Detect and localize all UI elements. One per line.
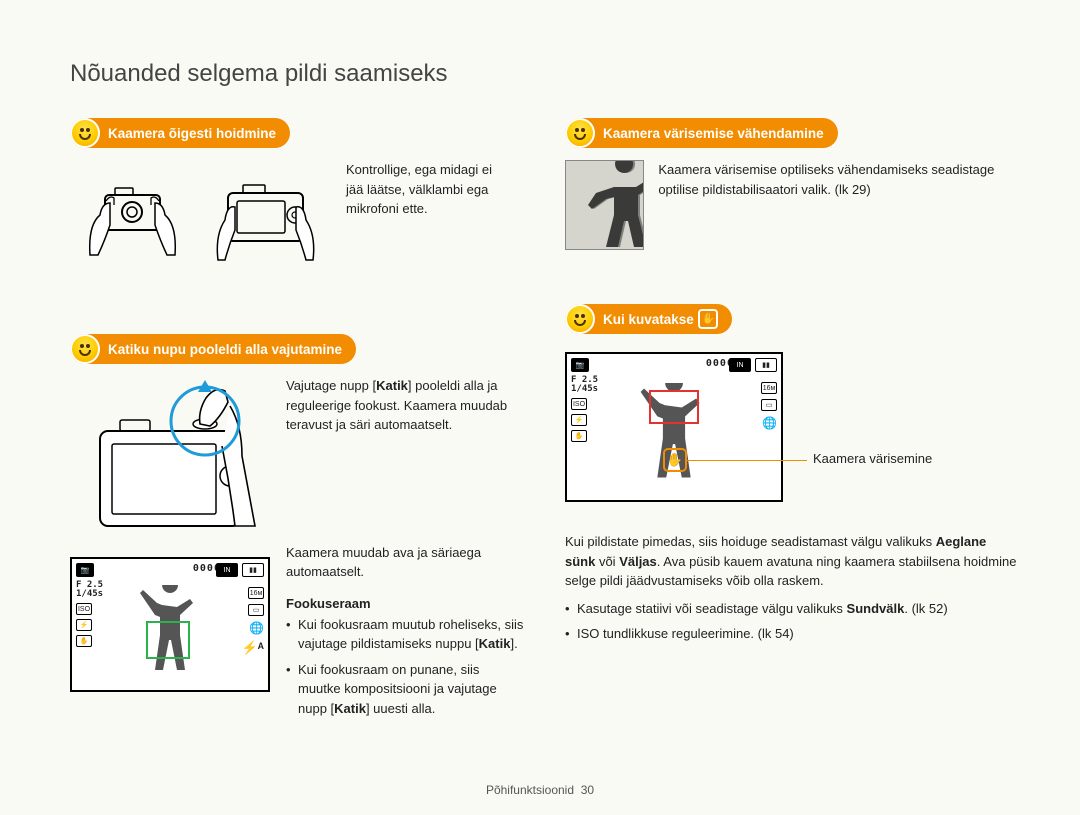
section4-lcd: 📷 F 2.5 1/45s ISO ⚡ ✋ 00001 IN ▮▮ 16м ▭ <box>565 352 783 502</box>
section4-bullets: Kasutage statiivi või seadistage välgu v… <box>565 599 1020 644</box>
shake-hand-icon <box>698 309 718 329</box>
battery-icon: ▮▮ <box>755 358 777 372</box>
left-column: Kaamera õigesti hoidmine <box>70 118 525 724</box>
shutter-speed: 1/45s <box>76 589 103 599</box>
camera-grip-illustration <box>203 165 328 275</box>
section1-badge: Kaamera õigesti hoidmine <box>70 118 290 148</box>
section1-text: Kontrollige, ega midagi ei jää läätse, v… <box>346 160 496 219</box>
focus-frame-green <box>146 621 190 659</box>
lcd-top-right: IN ▮▮ <box>216 563 264 577</box>
quality-icon: ▭ <box>248 604 264 616</box>
card-icon: IN <box>216 563 238 577</box>
smiley-icon <box>565 304 595 334</box>
section3-row: Kaamera värisemise optiliseks vähendamis… <box>565 160 1020 250</box>
iso-icon: ISO <box>571 398 587 410</box>
hands-holding-camera-illustration <box>70 165 195 275</box>
smiley-icon <box>565 118 595 148</box>
shake-warning-icon: ✋ <box>663 448 687 472</box>
exposure-readout: F 2.5 1/45s <box>76 581 103 599</box>
stabilizer-icon: ✋ <box>76 635 92 647</box>
globe-icon: 🌐 <box>249 621 264 635</box>
flash-off-icon: ⚡ <box>571 414 587 426</box>
lcd-right-icons: 16м ▭ 🌐 ⚡ᴬ <box>241 587 264 656</box>
flash-auto-icon: ⚡ᴬ <box>241 640 264 656</box>
half-press-illustration <box>70 376 270 546</box>
section2-text-block: Vajutage nupp [Katik] pooleldi alla ja r… <box>286 376 525 724</box>
focus-bullets: Kui fookusraam muutub roheliseks, siis v… <box>286 615 525 719</box>
lcd-left-icons: 📷 F 2.5 1/45s ISO ⚡ ✋ <box>76 563 103 647</box>
right-column: Kaamera värisemise vähendamine Kaamera v… <box>565 118 1020 724</box>
focus-bullet-1: Kui fookusraam muutub roheliseks, siis v… <box>286 615 525 654</box>
card-icon: IN <box>729 358 751 372</box>
section4-paragraph: Kui pildistate pimedas, siis hoiduge sea… <box>565 532 1020 591</box>
section3-text: Kaamera värisemise optiliseks vähendamis… <box>658 160 1020 199</box>
section1-badge-label: Kaamera õigesti hoidmine <box>108 126 276 141</box>
section2-badge: Katiku nupu pooleldi alla vajutamine <box>70 334 356 364</box>
page-title: Nõuanded selgema pildi saamiseks <box>70 60 1020 88</box>
iso-icon: ISO <box>76 603 92 615</box>
smiley-icon <box>70 118 100 148</box>
press-illustration-group: 📷 F 2.5 1/45s ISO ⚡ ✋ 00001 IN ▮▮ <box>70 376 270 692</box>
section1-row: Kontrollige, ega midagi ei jää läätse, v… <box>70 160 525 280</box>
quality-icon: ▭ <box>761 399 777 411</box>
section2-auto-text: Kaamera muudab ava ja säriaega automaats… <box>286 543 525 582</box>
footer-page-number: 30 <box>581 783 594 797</box>
section2-paragraph: Vajutage nupp [Katik] pooleldi alla ja r… <box>286 376 525 435</box>
content-columns: Kaamera õigesti hoidmine <box>70 118 1020 724</box>
flash-off-icon: ⚡ <box>76 619 92 631</box>
battery-icon: ▮▮ <box>242 563 264 577</box>
camera-mode-icon: 📷 <box>76 563 94 577</box>
lcd-top-right: IN ▮▮ <box>729 358 777 372</box>
size-icon: 16м <box>761 382 777 394</box>
exposure-readout: F 2.5 1/45s <box>571 376 598 394</box>
section4-badge: Kui kuvatakse <box>565 304 732 334</box>
page-footer: Põhifunktsioonid 30 <box>0 783 1080 797</box>
section4-badge-label: Kui kuvatakse <box>603 312 694 327</box>
footer-label: Põhifunktsioonid <box>486 783 574 797</box>
size-icon: 16м <box>248 587 264 599</box>
lcd-left-icons: 📷 F 2.5 1/45s ISO ⚡ ✋ <box>571 358 598 442</box>
smiley-icon <box>70 334 100 364</box>
callout-label: Kaamera värisemine <box>813 451 932 466</box>
section4-lcd-wrap: 📷 F 2.5 1/45s ISO ⚡ ✋ 00001 IN ▮▮ 16м ▭ <box>565 352 1020 502</box>
section4-bullet-2: ISO tundlikkuse reguleerimine. (lk 54) <box>565 624 1020 644</box>
camera-mode-icon: 📷 <box>571 358 589 372</box>
section2-row: 📷 F 2.5 1/45s ISO ⚡ ✋ 00001 IN ▮▮ <box>70 376 525 724</box>
section2-badge-label: Katiku nupu pooleldi alla vajutamine <box>108 342 342 357</box>
lcd-right-icons: 16м ▭ 🌐 <box>761 382 777 430</box>
focus-frame-red <box>649 390 699 424</box>
section4-bullet-1: Kasutage statiivi või seadistage välgu v… <box>565 599 1020 619</box>
globe-icon: 🌐 <box>762 416 777 430</box>
section2-lcd: 📷 F 2.5 1/45s ISO ⚡ ✋ 00001 IN ▮▮ <box>70 557 270 692</box>
focus-heading: Fookuseraam <box>286 596 525 611</box>
callout-line <box>687 460 807 461</box>
section3-badge-label: Kaamera värisemise vähendamine <box>603 126 824 141</box>
stabilizer-icon: ✋ <box>571 430 587 442</box>
shutter-speed: 1/45s <box>571 384 598 394</box>
focus-bullet-2: Kui fookusraam on punane, siis muutke ko… <box>286 660 525 719</box>
camera-shake-photo <box>565 160 644 250</box>
holding-illustration <box>70 160 330 280</box>
section3-badge: Kaamera värisemise vähendamine <box>565 118 838 148</box>
